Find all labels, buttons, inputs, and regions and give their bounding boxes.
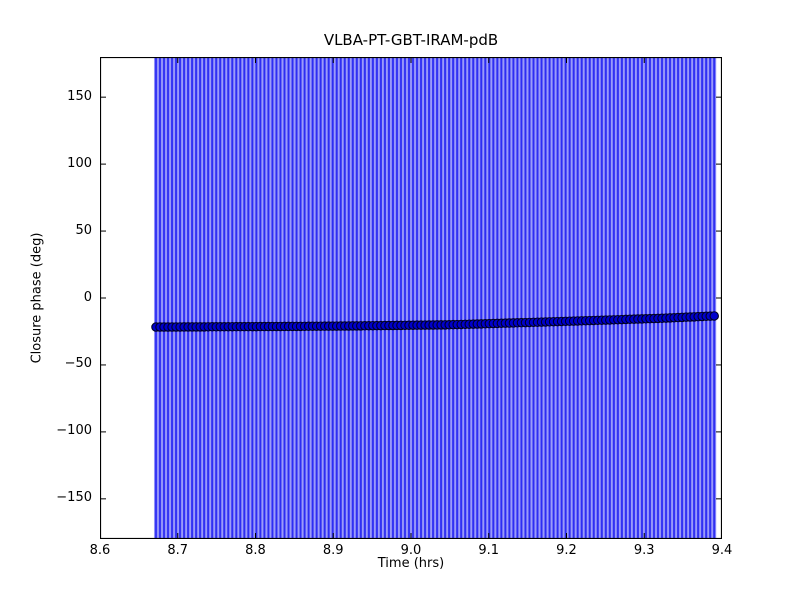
error-bars-region [153,58,717,538]
x-tick-label: 9.1 [478,543,500,558]
y-tick-label: −100 [56,423,92,439]
x-tick-label: 8.9 [322,543,344,558]
x-tick-label: 9.2 [556,543,577,558]
y-tick-label: 100 [67,155,92,171]
chart-title: VLBA-PT-GBT-IRAM-pdB [323,31,499,49]
y-tick-label: 0 [83,289,92,305]
x-tick-label: 8.8 [245,543,266,558]
y-tick-label: −50 [64,356,92,372]
data-point [709,311,719,321]
y-tick-label: 150 [67,88,92,104]
axis-ticks [100,58,722,538]
y-tick-label: −150 [56,490,92,506]
x-tick-label: 9.4 [711,543,733,558]
x-axis-label: Time (hrs) [377,556,445,571]
x-tick-label: 8.7 [167,543,189,558]
x-tick-label: 8.6 [89,543,111,558]
x-tick-label: 9.3 [633,543,655,558]
axes-border [100,57,722,539]
y-tick-label: 50 [75,222,92,238]
plot-area [100,57,722,539]
x-tick-label: 9.0 [400,543,422,558]
data-points [151,311,719,332]
